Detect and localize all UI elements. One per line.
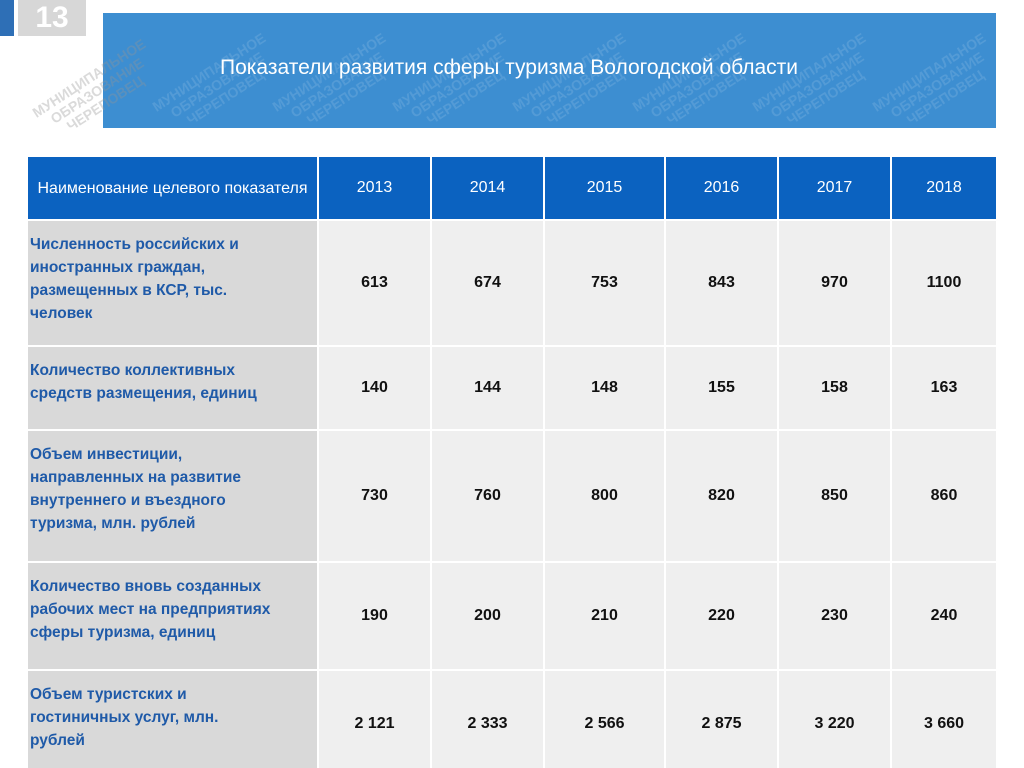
- header-year: 2014: [431, 157, 545, 220]
- row-label-line: внутреннего и въездного: [30, 492, 226, 509]
- value-cell: 820: [665, 429, 779, 562]
- header-year: 2016: [665, 157, 779, 220]
- value-cell: 144: [431, 345, 545, 430]
- value-cell: 970: [778, 219, 892, 346]
- value-cell: 3 220: [778, 669, 892, 768]
- page-number: 13: [18, 0, 86, 36]
- value-cell: 674: [431, 219, 545, 346]
- value-cell: 220: [665, 561, 779, 670]
- header-year: 2018: [891, 157, 996, 220]
- value-cell: 730: [318, 429, 432, 562]
- row-label-line: Количество коллективных: [30, 362, 236, 379]
- row-label: Объем туристских и гостиничных услуг, мл…: [28, 669, 319, 768]
- row-label-line: гостиничных услуг, млн.: [30, 709, 219, 726]
- table-header-row: Наименование целевого показателя 2013 20…: [28, 157, 996, 220]
- row-label-line: рабочих мест на предприятиях: [30, 601, 271, 618]
- table-row: Количество вновь созданных рабочих мест …: [28, 561, 996, 670]
- table-row: Количество коллективных средств размещен…: [28, 345, 996, 430]
- value-cell: 1100: [891, 219, 996, 346]
- row-label: Количество коллективных средств размещен…: [28, 345, 319, 430]
- title-banner: Показатели развития сферы туризма Волого…: [103, 13, 996, 128]
- indicators-table: Наименование целевого показателя 2013 20…: [28, 157, 996, 768]
- row-label-line: размещенных в КСР, тыс.: [30, 282, 228, 299]
- value-cell: 148: [544, 345, 666, 430]
- value-cell: 158: [778, 345, 892, 430]
- row-label-line: направленных на развитие: [30, 469, 241, 486]
- value-cell: 210: [544, 561, 666, 670]
- page-number-badge: 13: [0, 0, 86, 36]
- value-cell: 860: [891, 429, 996, 562]
- table-row: Объем туристских и гостиничных услуг, мл…: [28, 669, 996, 768]
- value-cell: 850: [778, 429, 892, 562]
- page-title: Показатели развития сферы туризма Волого…: [220, 55, 799, 79]
- row-label-line: средств размещения, единиц: [30, 385, 257, 402]
- value-cell: 200: [431, 561, 545, 670]
- header-indicator-name: Наименование целевого показателя: [28, 157, 319, 220]
- row-label-line: туризма, млн. рублей: [30, 515, 196, 532]
- row-label-line: Объем инвестиции,: [30, 446, 183, 463]
- row-label-line: Количество вновь созданных: [30, 578, 261, 595]
- value-cell: 240: [891, 561, 996, 670]
- row-label: Количество вновь созданных рабочих мест …: [28, 561, 319, 670]
- value-cell: 155: [665, 345, 779, 430]
- value-cell: 2 566: [544, 669, 666, 768]
- value-cell: 843: [665, 219, 779, 346]
- row-label: Объем инвестиции, направленных на развит…: [28, 429, 319, 562]
- value-cell: 753: [544, 219, 666, 346]
- value-cell: 800: [544, 429, 666, 562]
- header-year: 2017: [778, 157, 892, 220]
- row-label-line: Численность российских и: [30, 236, 239, 253]
- header-year: 2015: [544, 157, 666, 220]
- value-cell: 760: [431, 429, 545, 562]
- value-cell: 140: [318, 345, 432, 430]
- row-label-line: Объем туристских и: [30, 686, 187, 703]
- value-cell: 2 875: [665, 669, 779, 768]
- row-label-line: человек: [30, 305, 93, 322]
- row-label-line: рублей: [30, 732, 85, 749]
- value-cell: 3 660: [891, 669, 996, 768]
- value-cell: 190: [318, 561, 432, 670]
- table-row: Численность российских и иностранных гра…: [28, 219, 996, 346]
- row-label: Численность российских и иностранных гра…: [28, 219, 319, 346]
- page-number-accent-bar: [0, 0, 14, 36]
- value-cell: 613: [318, 219, 432, 346]
- value-cell: 230: [778, 561, 892, 670]
- header-year: 2013: [318, 157, 432, 220]
- value-cell: 2 121: [318, 669, 432, 768]
- value-cell: 2 333: [431, 669, 545, 768]
- value-cell: 163: [891, 345, 996, 430]
- row-label-line: сферы туризма, единиц: [30, 624, 216, 641]
- table-row: Объем инвестиции, направленных на развит…: [28, 429, 996, 562]
- row-label-line: иностранных граждан,: [30, 259, 206, 276]
